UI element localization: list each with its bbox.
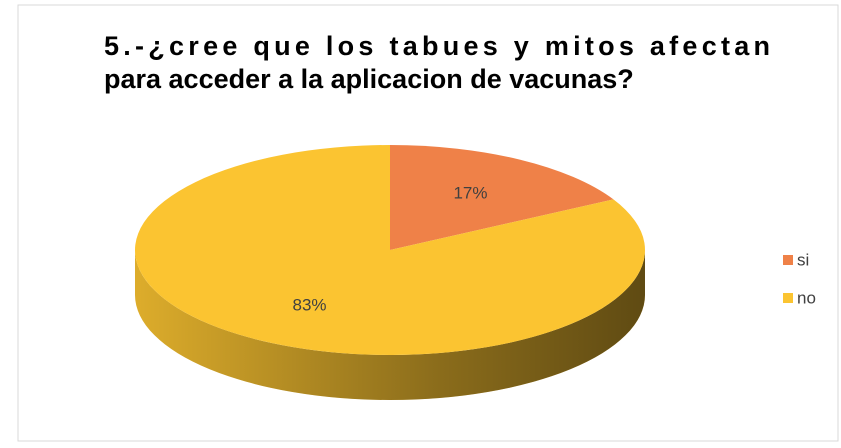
chart-title: 5.-¿cree que los tabues y mitos afectan — [104, 31, 770, 61]
legend-label: si — [797, 250, 809, 269]
value-label: 17% — [453, 183, 487, 202]
pie-slice — [135, 145, 645, 355]
pie-slice — [390, 145, 614, 250]
legend-label: no — [797, 288, 816, 307]
legend-swatch — [783, 293, 793, 303]
pie-side-shade — [135, 250, 645, 400]
legend-swatch — [783, 255, 793, 265]
chart-title: para acceder a la aplicacion de vacunas? — [104, 64, 634, 94]
value-label: 83% — [293, 296, 327, 315]
